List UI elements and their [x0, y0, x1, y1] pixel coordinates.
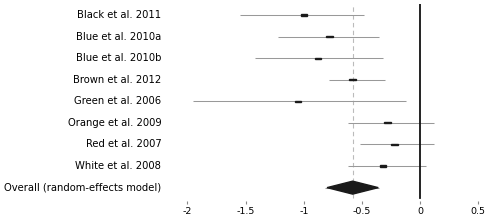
Bar [300, 14, 307, 16]
Bar [326, 36, 332, 37]
Bar [384, 122, 391, 123]
Bar [314, 58, 321, 59]
Bar [392, 144, 398, 145]
Bar [380, 165, 386, 167]
Polygon shape [327, 181, 378, 194]
Bar [350, 79, 356, 80]
Bar [294, 101, 301, 102]
